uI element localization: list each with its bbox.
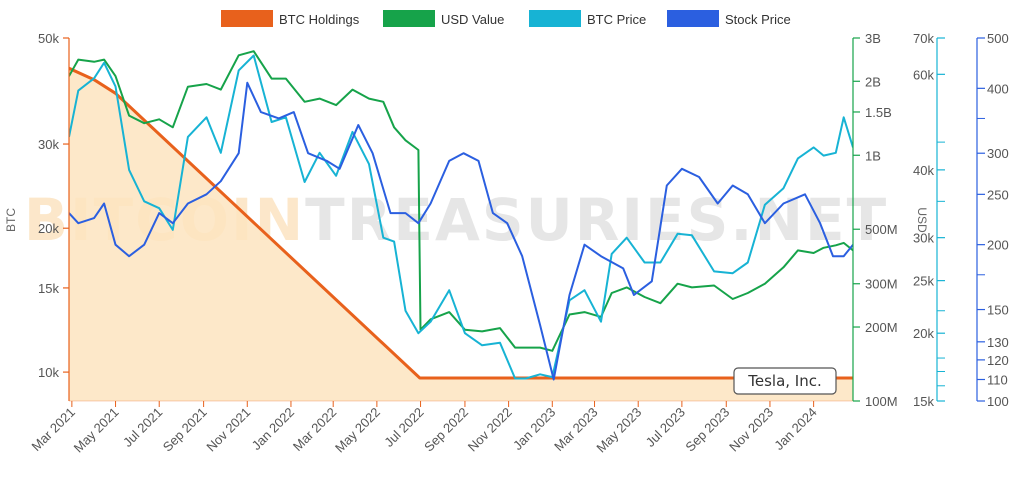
btc-price-tick-label: 20k (913, 326, 934, 341)
btc-price-tick-label: 60k (913, 67, 934, 82)
left-axis-title: BTC (4, 208, 18, 232)
legend-swatch (383, 10, 435, 27)
usd-tick-label: 1.5B (865, 105, 892, 120)
btc-price-tick-label: 15k (913, 394, 934, 409)
x-tick-label: Nov 2022 (465, 405, 515, 455)
x-tick-label: Jul 2021 (120, 405, 165, 450)
x-tick-label: Jan 2023 (510, 405, 558, 453)
x-tick-label: Jan 2022 (249, 405, 297, 453)
btc-holdings-area (69, 68, 853, 401)
usd-tick-label: 300M (865, 277, 898, 292)
stock-tick-label: 500 (987, 31, 1009, 46)
btc-price-tick-label: 40k (913, 163, 934, 178)
btc-price-line (69, 54, 853, 380)
usd-tick-label: 2B (865, 74, 881, 89)
x-tick-label: Sep 2023 (682, 405, 732, 455)
btc-price-tick-label: 30k (913, 231, 934, 246)
legend-swatch (529, 10, 581, 27)
left-tick-label: 50k (38, 31, 59, 46)
x-tick-label: Mar 2021 (29, 405, 78, 454)
stock-tick-label: 300 (987, 146, 1009, 161)
usd-tick-label: 200M (865, 320, 898, 335)
stock-tick-label: 150 (987, 303, 1009, 318)
stock-tick-label: 100 (987, 394, 1009, 409)
legend-swatch (221, 10, 273, 27)
left-tick-label: 20k (38, 221, 59, 236)
watermark-treasuries: TREASURIES.NET (305, 186, 888, 254)
btc-price-tick-label: 25k (913, 274, 934, 289)
stock-tick-label: 110 (987, 373, 1008, 388)
x-tick-label: May 2023 (593, 405, 644, 456)
x-tick-label: Mar 2022 (290, 405, 339, 454)
left-tick-label: 30k (38, 137, 59, 152)
usd-tick-label: 100M (865, 394, 898, 409)
legend-swatch (667, 10, 719, 27)
axes: 10k 15k 20k 30k 50k BTC 3B 2B 1.5B 1B 500M 300M 200M… (4, 31, 1009, 409)
left-tick-label: 15k (38, 281, 59, 296)
stock-tick-label: 250 (987, 187, 1009, 202)
x-tick-label: Nov 2023 (726, 405, 776, 455)
legend-label: Stock Price (725, 12, 791, 27)
legend-label: BTC Holdings (279, 12, 360, 27)
x-tick-label: Jan 2024 (771, 405, 819, 453)
usd-tick-label: 1B (865, 148, 881, 163)
x-tick-label: Jul 2023 (643, 405, 688, 450)
usd-value-line (69, 50, 853, 352)
btc-price-tick-label: 70k (913, 31, 934, 46)
usd-tick-label: 500M (865, 222, 898, 237)
stock-tick-label: 200 (987, 238, 1009, 253)
x-tick-label: May 2022 (332, 405, 383, 456)
stock-tick-label: 130 (987, 335, 1009, 350)
x-tick-label: Sep 2021 (160, 405, 210, 455)
x-tick-label: Mar 2023 (551, 405, 600, 454)
usd-tick-label: 3B (865, 31, 881, 46)
stock-tick-label: 400 (987, 81, 1009, 96)
x-tick-label: May 2021 (71, 405, 122, 456)
series-layer (69, 50, 853, 401)
x-tick-label: Jul 2022 (381, 405, 426, 450)
legend-label: USD Value (441, 12, 504, 27)
company-label-box: Tesla, Inc. (733, 367, 837, 395)
btc-holdings-line (69, 66, 853, 380)
usd-axis-title: USD (915, 207, 929, 233)
x-tick-label: Sep 2022 (421, 405, 471, 455)
legend-label: BTC Price (587, 12, 646, 27)
stock-price-line (69, 81, 853, 381)
x-tick-label: Nov 2021 (203, 405, 253, 455)
stock-tick-label: 120 (987, 353, 1009, 368)
company-label: Tesla, Inc. (747, 372, 822, 390)
legend: BTC Holdings USD Value BTC Price Stock Pric… (221, 10, 791, 27)
left-tick-label: 10k (38, 365, 59, 380)
